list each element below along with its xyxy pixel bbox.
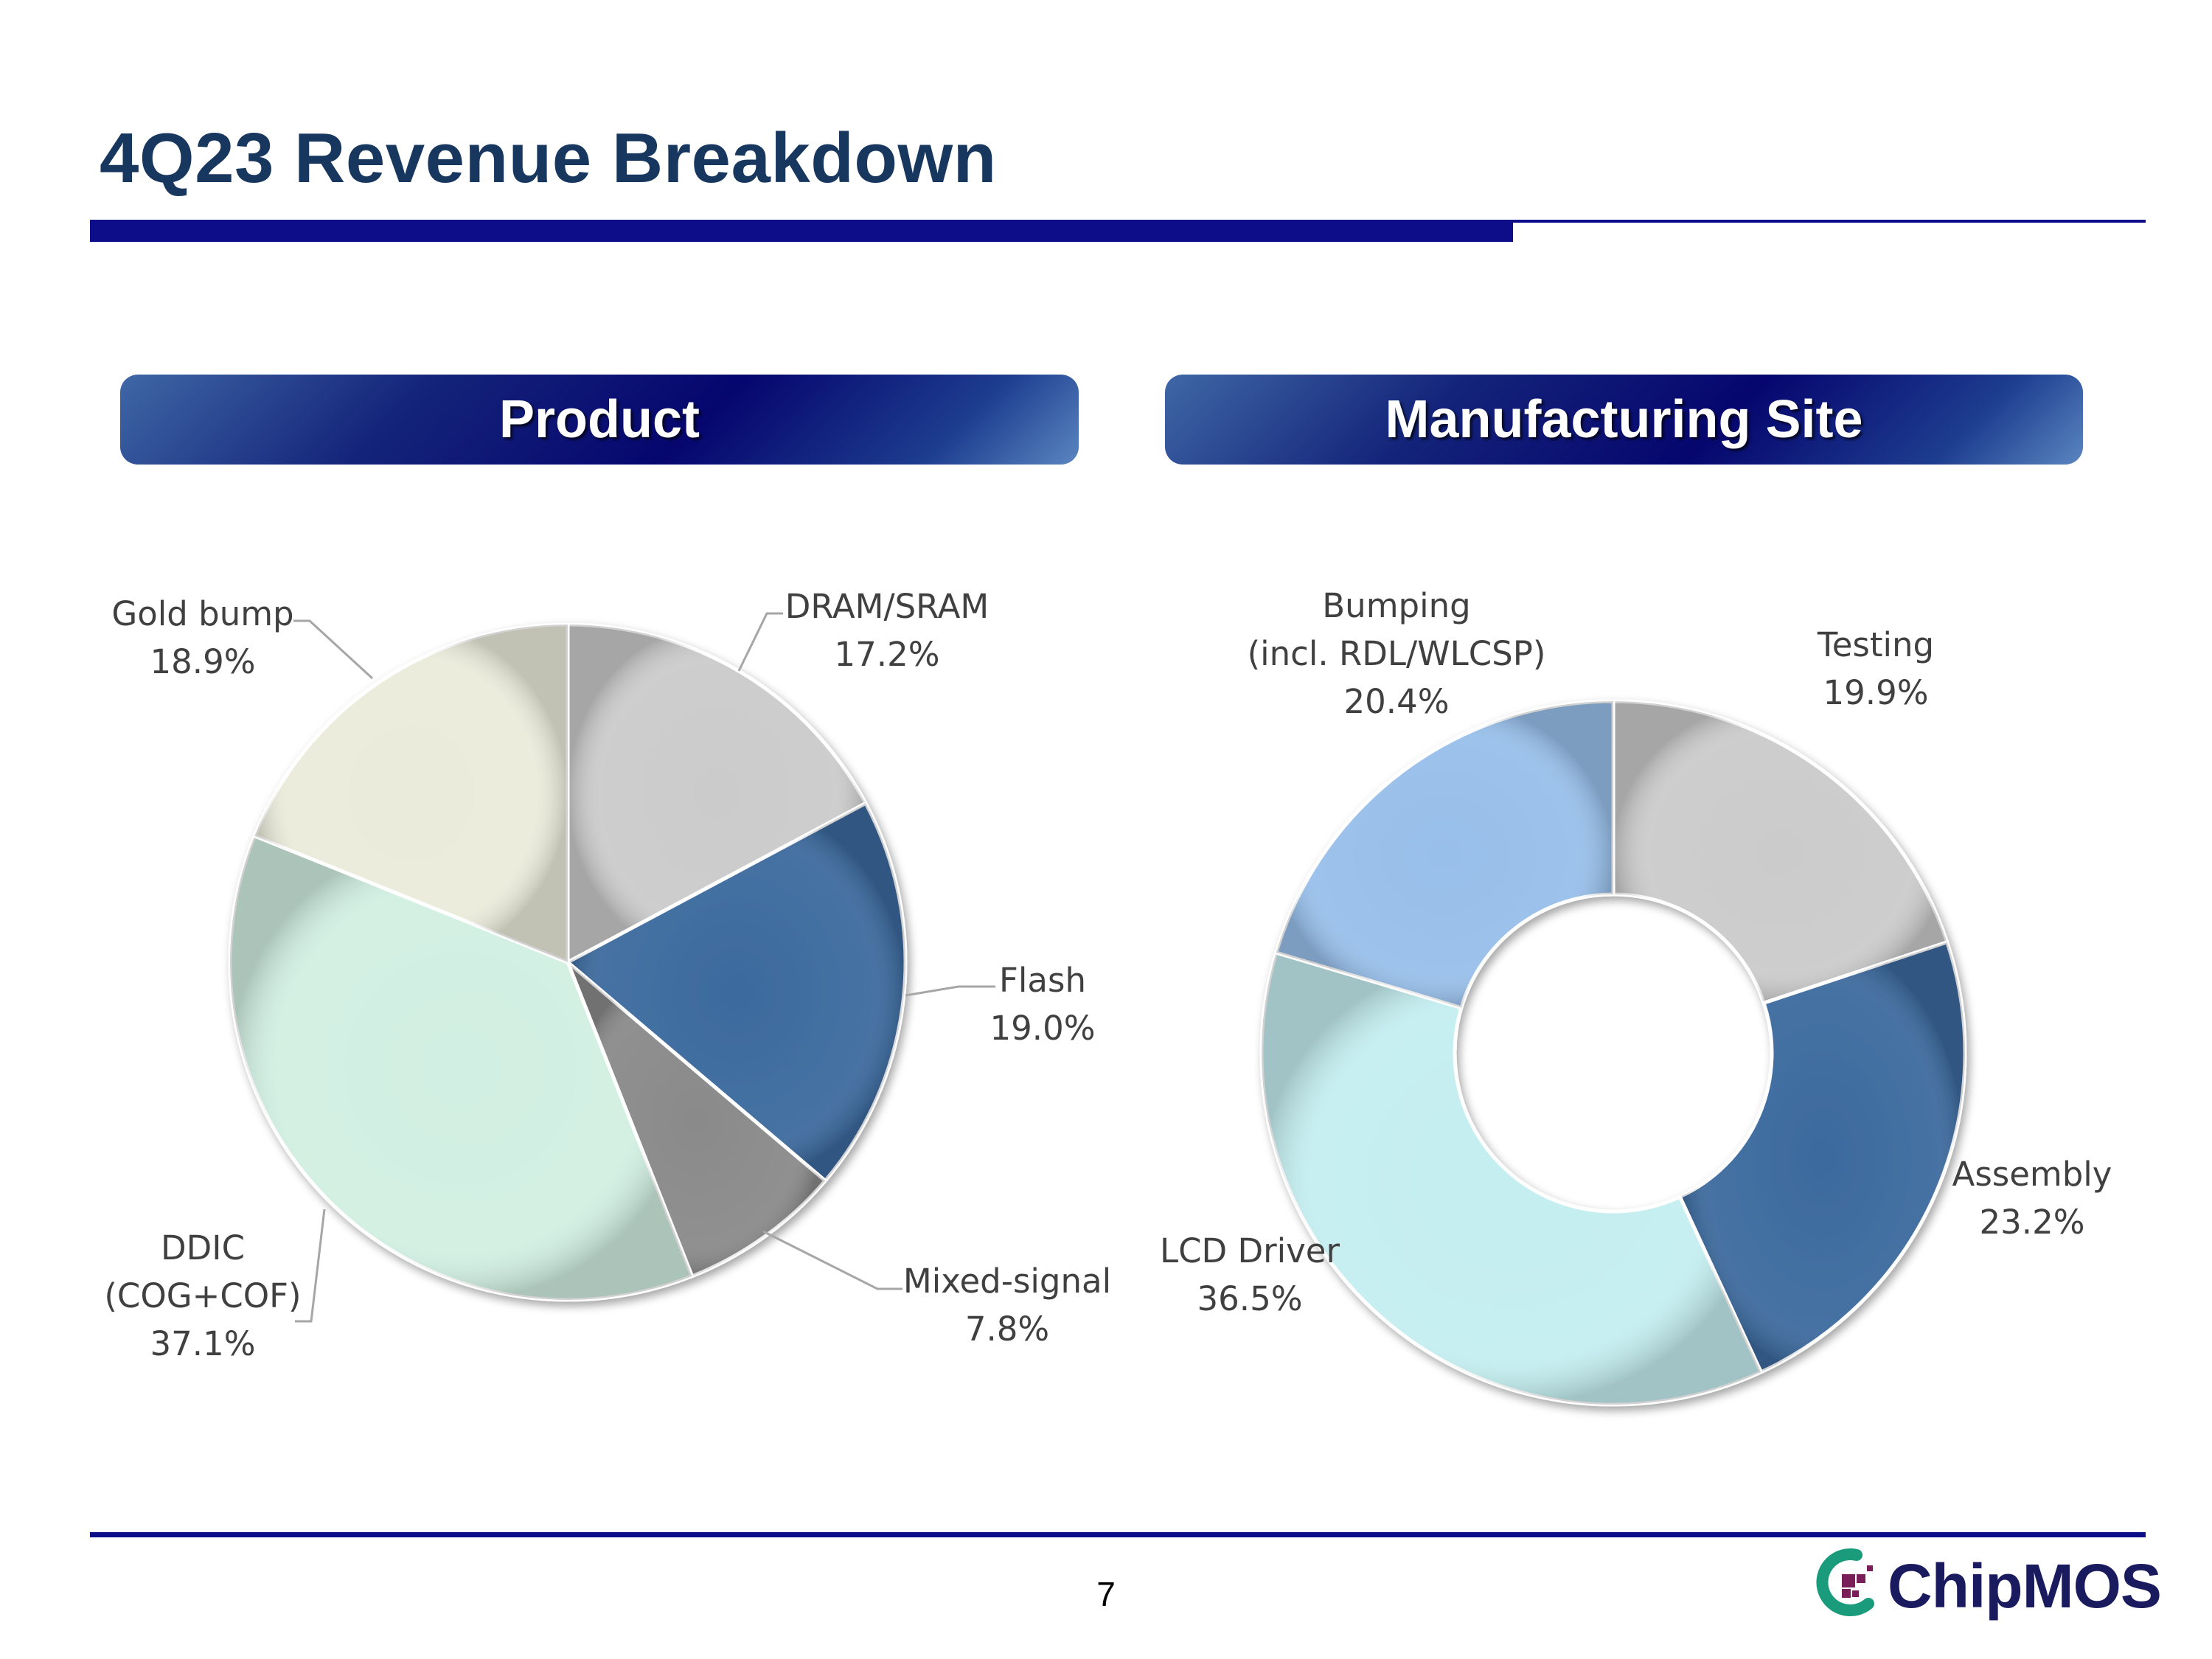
product-label-ddic-cog-cof: DDIC	[161, 1228, 245, 1267]
product-pie-chart: DRAM/SRAM 17.2% Flash 19.0% Mixed-signal 7.8%…	[104, 587, 1111, 1363]
manufacturing-site-section-header: Manufacturing Site	[1165, 375, 2083, 465]
product-leader-line-ddic-cog-cof	[295, 1208, 326, 1323]
product-value-gold-bump: 18.9%	[150, 642, 256, 681]
site-label-assembly: Assembly	[1952, 1155, 2112, 1194]
title-underline-thin	[1513, 220, 2146, 223]
manufacturing-site-donut-chart: Testing 19.9% Assembly 23.2% LCD Driver 36.5%…	[1160, 586, 2112, 1407]
site-value-lcd-driver: 36.5%	[1197, 1279, 1303, 1318]
chipmos-logo-mark	[1816, 1548, 1874, 1616]
chipmos-logo-text: ChipMOS	[1888, 1551, 2162, 1621]
product-leader-line-flash	[905, 985, 995, 997]
product-label-mixed-signal: Mixed-signal	[903, 1262, 1111, 1301]
product-label-flash: Flash	[999, 961, 1086, 1000]
product-value-ddic-cog-cof: 37.1%	[150, 1324, 256, 1363]
site-value-bumping-incl-rdl-wlcsp: 20.4%	[1344, 682, 1450, 721]
product-leader-line-dram-sram	[737, 612, 783, 672]
product-leader-line-mixed-signal	[762, 1230, 902, 1290]
page-number: 7	[1096, 1575, 1116, 1613]
footer-rule	[90, 1532, 2146, 1537]
product-label-dram-sram: DRAM/SRAM	[785, 587, 989, 626]
site-slice-bumping-incl-rdl-wlcsp	[1273, 699, 1615, 1010]
site-label-testing: Testing	[1817, 625, 1934, 664]
site-value-assembly: 23.2%	[1980, 1203, 2085, 1242]
product-label-gold-bump: Gold bump	[111, 594, 293, 633]
site-slice-lcd-driver	[1259, 950, 1764, 1407]
product-section-header: Product	[120, 375, 1079, 465]
site-label-lcd-driver: LCD Driver	[1160, 1231, 1340, 1270]
product-value-dram-sram: 17.2%	[835, 635, 940, 674]
product-label-ddic-cog-cof: (COG+COF)	[104, 1276, 301, 1315]
product-value-mixed-signal: 7.8%	[965, 1310, 1049, 1349]
chipmos-logo: ChipMOS	[1805, 1545, 2162, 1626]
product-value-flash: 19.0%	[990, 1009, 1096, 1048]
title-underline-thick	[90, 220, 1513, 242]
site-label-bumping-incl-rdl-wlcsp: (incl. RDL/WLCSP)	[1248, 634, 1546, 673]
product-leader-line-gold-bump	[293, 619, 374, 680]
site-label-bumping-incl-rdl-wlcsp: Bumping	[1322, 586, 1470, 625]
page-title: 4Q23 Revenue Breakdown	[100, 119, 997, 198]
site-value-testing: 19.9%	[1823, 673, 1929, 712]
